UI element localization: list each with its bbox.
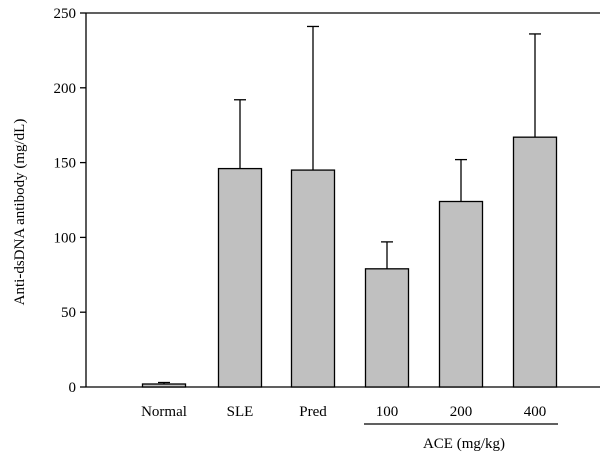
group-label: ACE (mg/kg) [423, 436, 505, 452]
bar-Normal [141, 383, 187, 388]
y-tick-label: 200 [54, 81, 77, 97]
y-tick-label: 100 [54, 230, 77, 246]
bars [141, 25, 558, 388]
y-tick-label: 0 [69, 380, 77, 396]
bar-Pred [290, 169, 336, 388]
bar-100 [364, 268, 410, 388]
y-tick-label: 50 [61, 305, 76, 321]
y-axis-label: Anti-dsDNA antibody (mg/dL) [12, 119, 28, 306]
category-label-100: 100 [376, 404, 399, 420]
labels: Normal SLE Pred 100 200 400 [141, 404, 558, 425]
category-label-200: 200 [450, 404, 473, 420]
y-tick-label: 250 [54, 6, 77, 22]
bar-200 [438, 200, 484, 388]
y-tick-label: 150 [54, 156, 77, 172]
bar-400 [512, 136, 558, 388]
category-label-Normal: Normal [141, 404, 187, 420]
category-label-400: 400 [524, 404, 547, 420]
category-label-Pred: Pred [299, 404, 327, 420]
bar-SLE [217, 167, 263, 388]
category-label-SLE: SLE [227, 404, 254, 420]
